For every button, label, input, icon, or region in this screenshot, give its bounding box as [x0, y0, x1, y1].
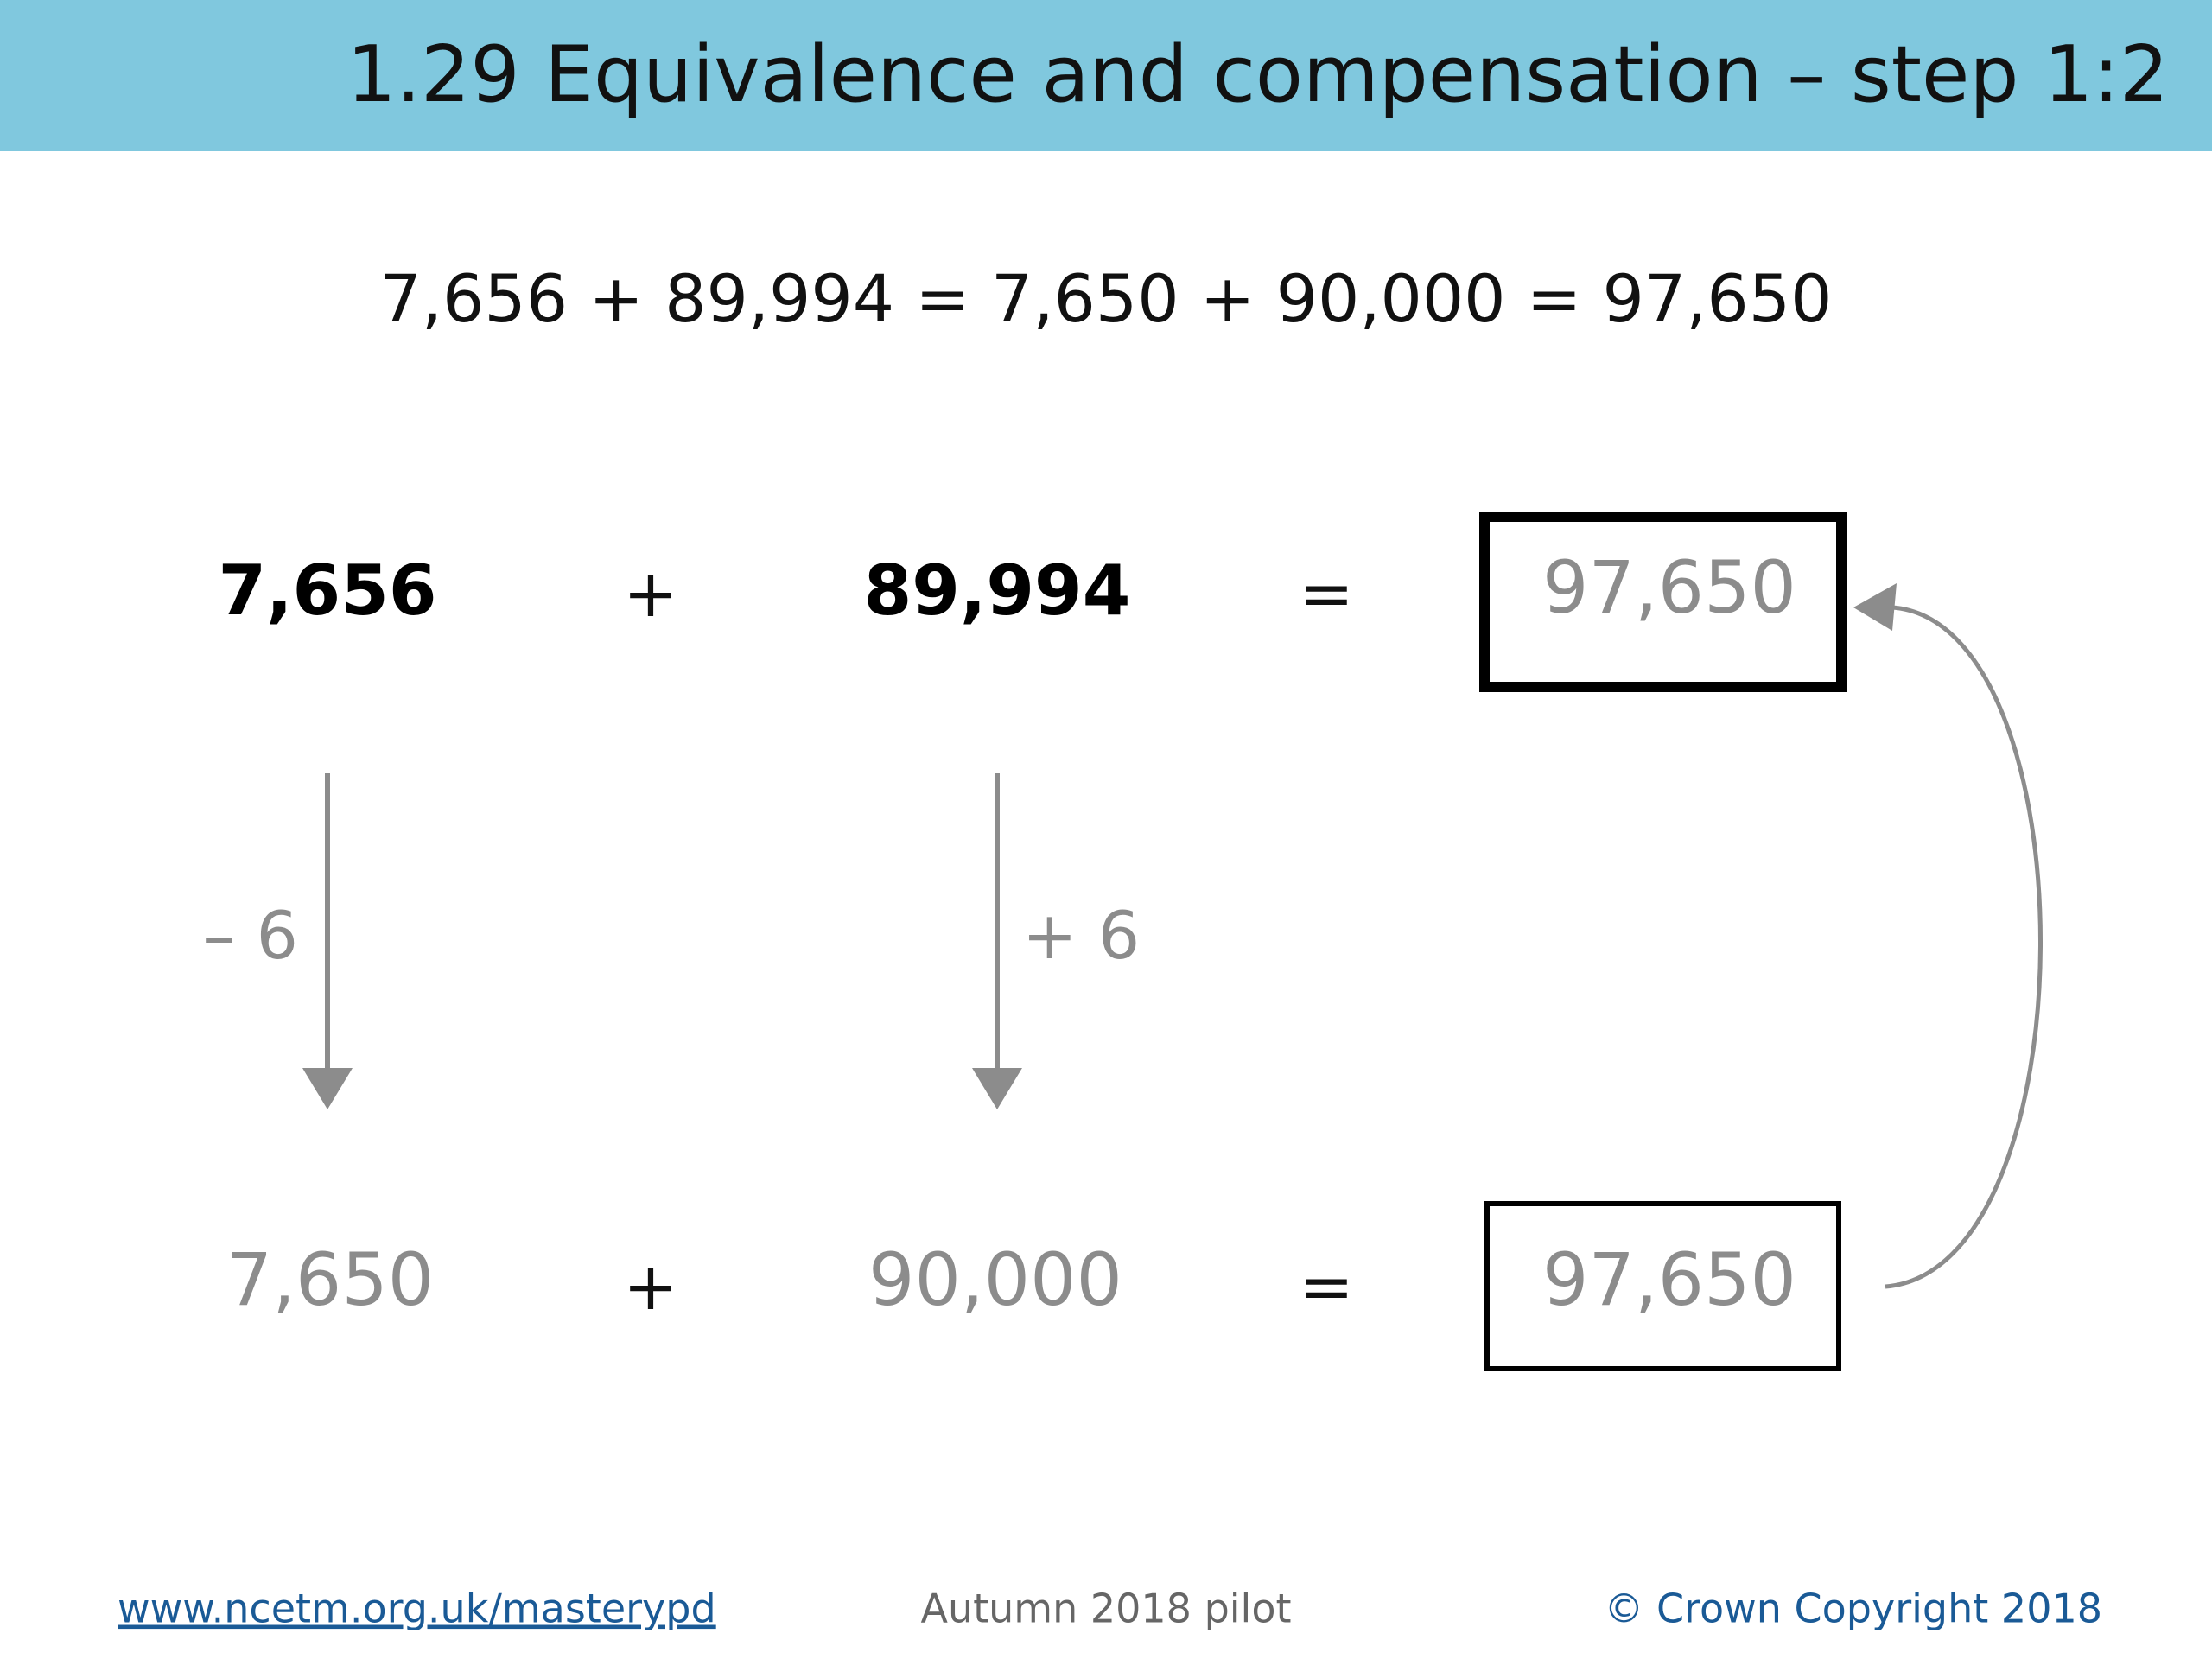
operation-label: + 6: [1022, 897, 1140, 974]
addend: 90,000: [868, 1237, 1122, 1322]
result-box: [1484, 1201, 1841, 1371]
footer-link[interactable]: www.ncetm.org.uk/masterypd: [118, 1586, 716, 1632]
slide-title: 1.29 Equivalence and compensation – step…: [346, 29, 2169, 120]
result: 97,650: [1542, 545, 1796, 630]
plus-sign: +: [623, 1248, 678, 1325]
plus-sign: +: [623, 555, 678, 632]
equals-sign: =: [1299, 1248, 1354, 1325]
arrow-head: [302, 1068, 353, 1109]
curved-arrow: [1885, 605, 2043, 1289]
arrow-head: [972, 1068, 1022, 1109]
equals-sign: =: [1299, 555, 1354, 632]
equation: 7,656 + 89,994 = 7,650 + 90,000 = 97,650: [380, 260, 1833, 337]
header-band: [0, 0, 2212, 151]
arrow-head: [1853, 583, 1897, 631]
operation-label: – 6: [202, 897, 298, 974]
result: 97,650: [1542, 1237, 1796, 1322]
addend: 7,656: [218, 550, 436, 631]
addend: 89,994: [864, 550, 1131, 631]
footer-copyright: © Crown Copyright 2018: [1604, 1586, 2102, 1632]
result-box: [1479, 512, 1847, 692]
footer-pilot: Autumn 2018 pilot: [920, 1586, 1291, 1632]
addend: 7,650: [226, 1237, 434, 1322]
